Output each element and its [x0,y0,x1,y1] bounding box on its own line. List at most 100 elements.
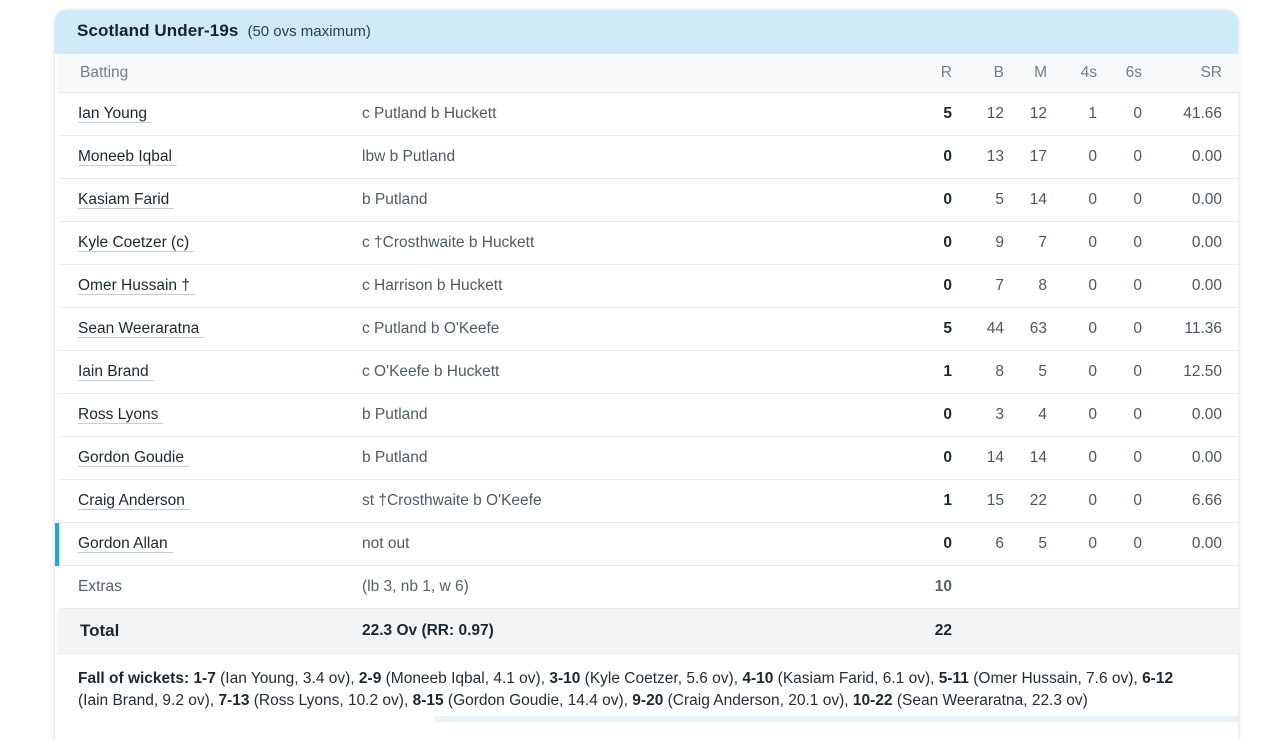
batter-stat: 41.66 [1142,92,1240,136]
batter-dismissal: c Putland b O'Keefe [362,307,892,351]
batter-name-cell: Craig Anderson [57,479,362,523]
extras-runs: 10 [892,565,952,609]
batting-table: Batting R B M 4s 6s SR Ian Young c Putlan… [55,54,1240,654]
batter-name-link[interactable]: Moneeb Iqbal [78,147,177,166]
batter-dismissal: c Harrison b Huckett [362,264,892,308]
fow-detail: (Ian Young, 3.4 ov), [215,669,359,687]
batter-stat: 1 [1047,92,1097,136]
batting-scorecard: Scotland Under-19s (50 ovs maximum) Batt… [55,10,1240,740]
fow-score: 5-11 [938,669,969,687]
batter-stat: 0 [1097,264,1142,308]
batter-stat: 1 [892,479,952,523]
batter-stat: 0 [1047,307,1097,351]
batter-stat: 7 [952,264,1004,308]
fow-score: 2-9 [358,669,382,687]
batter-name-cell: Kasiam Farid [57,178,362,222]
batter-name-link[interactable]: Ross Lyons [78,405,164,424]
batter-stat: 6 [952,522,1004,566]
batter-stat: 15 [952,479,1004,523]
batter-row: Kyle Coetzer (c) c †Crosthwaite b Huckett… [57,221,1240,265]
batter-name-link[interactable]: Craig Anderson [78,491,190,510]
fow-score: 9-20 [632,691,664,709]
batter-name-link[interactable]: Kasiam Farid [78,190,175,209]
batter-stat: 0.00 [1142,436,1240,480]
overs-maximum-note: (50 ovs maximum) [247,23,371,40]
batter-stat: 0 [1047,178,1097,222]
batter-stat: 14 [1004,436,1047,480]
batter-stat: 8 [1004,264,1047,308]
batter-row: Omer Hussain † c Harrison b Huckett 0 7 8 0 0 0… [57,264,1240,308]
batter-name-link[interactable]: Gordon Allan [78,534,173,553]
batter-stat: 0 [1097,178,1142,222]
batter-name-cell: Omer Hussain † [57,264,362,308]
fow-detail: (Gordon Goudie, 14.4 ov), [443,691,633,709]
batter-name-link[interactable]: Kyle Coetzer (c) [78,233,195,252]
team-name: Scotland Under-19s [77,21,239,40]
fow-score: 10-22 [852,691,893,709]
batter-dismissal: b Putland [362,393,892,437]
fow-detail: (Ross Lyons, 10.2 ov), [249,691,413,709]
batter-name-link[interactable]: Ian Young [78,104,152,123]
batter-dismissal: st †Crosthwaite b O'Keefe [362,479,892,523]
batter-stat: 0 [892,393,952,437]
fow-score: 1-7 [193,669,216,687]
extras-row: Extras (lb 3, nb 1, w 6) 10 [57,565,1240,609]
batter-stat: 0 [1097,135,1142,179]
next-section-header-edge [435,716,1238,722]
fow-score: 4-10 [742,669,774,687]
batter-stat: 0 [1047,522,1097,566]
batter-stat: 0.00 [1142,178,1240,222]
total-overs: 22.3 Ov (RR: 0.97) [362,608,892,654]
extras-detail: (lb 3, nb 1, w 6) [362,565,892,609]
batter-name-cell: Gordon Goudie [57,436,362,480]
batter-name-link[interactable]: Sean Weeraratna [78,319,205,338]
batter-dismissal: c Putland b Huckett [362,92,892,136]
fow-score: 8-15 [412,691,444,709]
batter-dismissal: c O'Keefe b Huckett [362,350,892,394]
fow-detail: (Moneeb Iqbal, 4.1 ov), [381,669,550,687]
batter-stat: 0.00 [1142,135,1240,179]
column-header-runs: R [892,54,952,93]
total-runs: 22 [892,608,952,654]
fow-score: 3-10 [549,669,581,687]
batter-row: Sean Weeraratna c Putland b O'Keefe 5 44 63 0… [57,307,1240,351]
batter-name-link[interactable]: Omer Hussain † [78,276,195,295]
batter-stat: 12.50 [1142,350,1240,394]
batter-stat: 0.00 [1142,522,1240,566]
batter-stat: 6.66 [1142,479,1240,523]
total-label: Total [57,608,362,654]
batter-name-link[interactable]: Iain Brand [78,362,154,381]
batter-stat: 0 [1047,479,1097,523]
batter-name-cell: Iain Brand [57,350,362,394]
batting-header-row: Batting R B M 4s 6s SR [57,54,1240,93]
column-header-minutes: M [1004,54,1047,93]
batter-stat: 5 [952,178,1004,222]
column-header-dismissal [362,54,892,93]
batter-stat: 7 [1004,221,1047,265]
batter-stat: 12 [952,92,1004,136]
batter-name-cell: Moneeb Iqbal [57,135,362,179]
fall-of-wickets-label: Fall of wickets: [78,669,190,687]
batter-stat: 8 [952,350,1004,394]
total-row: Total 22.3 Ov (RR: 0.97) 22 [57,608,1240,654]
batter-stat: 0 [892,522,952,566]
batter-row: Gordon Goudie b Putland 0 14 14 0 0 0.00 [57,436,1240,480]
batter-stat: 5 [1004,522,1047,566]
batter-stat: 0 [892,436,952,480]
batter-name-cell: Ross Lyons [57,393,362,437]
batter-name-link[interactable]: Gordon Goudie [78,448,189,467]
fow-detail: (Omer Hussain, 7.6 ov), [968,669,1143,687]
batter-stat: 5 [892,307,952,351]
batter-stat: 0 [1047,436,1097,480]
batter-stat: 0 [892,178,952,222]
batter-stat: 22 [1004,479,1047,523]
fow-detail: (Sean Weeraratna, 22.3 ov) [892,691,1088,709]
batter-stat: 3 [952,393,1004,437]
batter-row: Iain Brand c O'Keefe b Huckett 1 8 5 0 0 12.50 [57,350,1240,394]
column-header-balls: B [952,54,1004,93]
fow-detail: (Iain Brand, 9.2 ov), [78,691,219,709]
column-header-strike-rate: SR [1142,54,1240,93]
extras-label: Extras [57,565,362,609]
fow-detail: (Craig Anderson, 20.1 ov), [663,691,853,709]
batter-row: Kasiam Farid b Putland 0 5 14 0 0 0.00 [57,178,1240,222]
